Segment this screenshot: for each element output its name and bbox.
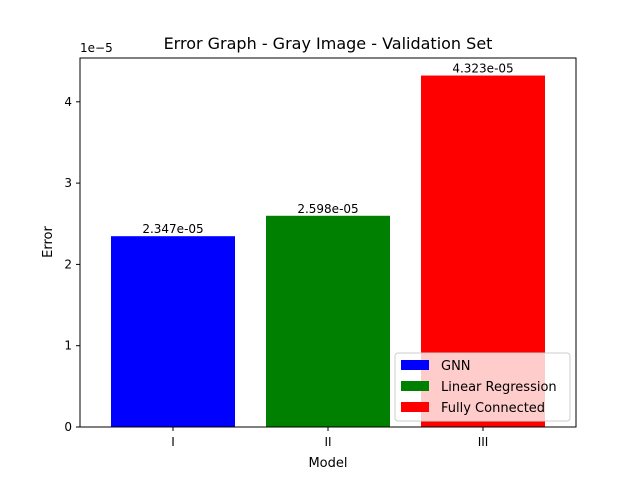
legend-box: [394, 352, 571, 422]
legend-label: Fully Connected: [441, 401, 545, 416]
x-tick-label: II: [324, 435, 331, 449]
chart-title: Error Graph - Gray Image - Validation Se…: [164, 34, 493, 53]
y-tick-label: 2: [64, 257, 72, 271]
y-axis-label: Error: [41, 226, 56, 258]
legend-items: GNN Linear Regression Fully Connected: [401, 359, 557, 416]
bar-value-label: 2.347e-05: [142, 222, 203, 236]
bar-value-label: 2.598e-05: [297, 202, 358, 216]
y-tick-label: 3: [64, 176, 72, 190]
x-axis-label: Model: [308, 456, 347, 471]
legend-swatch: [401, 381, 429, 391]
y-axis: 0 1 2 3 4: [64, 95, 80, 434]
y-tick-label: 1: [64, 339, 72, 353]
legend-swatch: [401, 360, 429, 370]
bar-ii: [266, 215, 390, 427]
plot-frame: [79, 57, 577, 428]
y-tick-label: 0: [64, 420, 72, 434]
legend-label: Linear Regression: [441, 380, 557, 395]
legend-swatch: [401, 402, 429, 412]
x-tick-label: III: [478, 435, 489, 449]
y-offset-label: 1e−5: [80, 41, 113, 55]
x-tick-label: I: [171, 435, 175, 449]
y-tick-label: 4: [64, 95, 72, 109]
bar-i: [111, 236, 235, 427]
bar-value-label: 4.323e-05: [452, 62, 513, 76]
legend-label: GNN: [441, 359, 471, 374]
legend: GNN Linear Regression Fully Connected: [394, 352, 571, 422]
x-axis: I II III: [171, 427, 488, 449]
bar-labels-group: 2.347e-05 2.598e-05 4.323e-05: [142, 62, 513, 237]
